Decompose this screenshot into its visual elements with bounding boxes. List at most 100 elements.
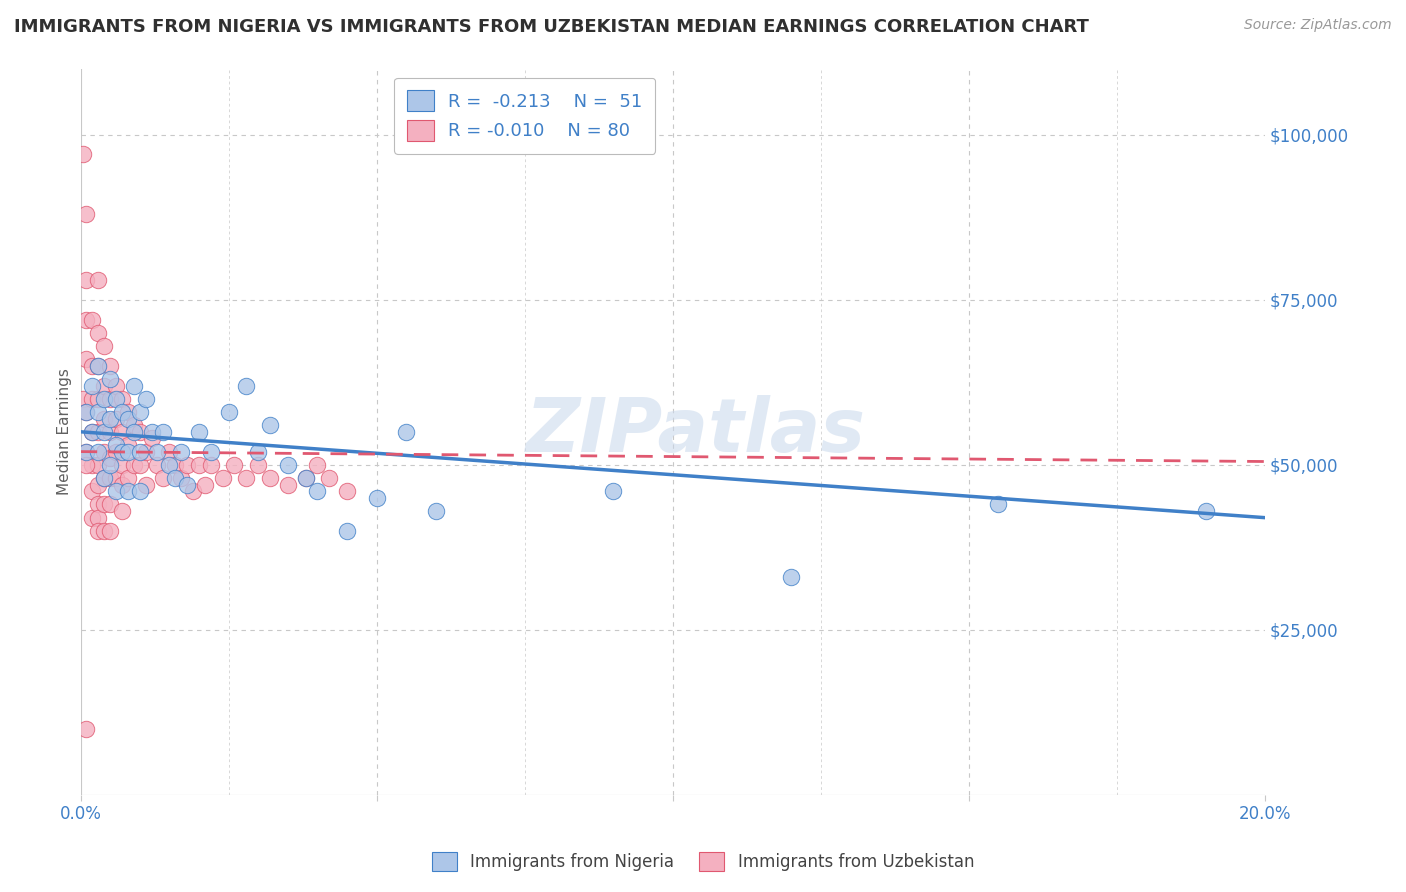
Point [98,425,121,439]
Point [87,405,110,419]
Point [194,477,217,491]
Point [176,458,198,472]
Point [318,471,340,485]
Point [87,498,110,512]
Point [247,444,270,458]
Point [75,273,97,287]
Point [152,471,174,485]
Point [128,425,150,439]
Point [72,392,94,406]
Point [98,471,121,485]
Point [181,484,204,499]
Point [93,339,115,353]
Point [93,471,115,485]
Point [98,524,121,538]
Point [247,458,270,472]
Point [117,405,139,419]
Point [111,392,134,406]
Point [75,207,97,221]
Point [117,438,139,452]
Point [165,458,187,472]
Point [780,570,803,584]
Point [82,510,104,524]
Point [224,458,246,472]
Point [111,405,134,419]
Point [277,458,299,472]
Point [105,444,128,458]
Point [170,471,193,485]
Point [146,444,169,458]
Point [395,425,418,439]
Point [200,444,222,458]
Point [187,425,209,439]
Point [157,444,180,458]
Point [211,471,233,485]
Point [122,458,145,472]
Point [75,722,97,736]
Point [87,444,110,458]
Point [87,326,110,340]
Point [98,392,121,406]
Point [93,498,115,512]
Point [128,444,150,458]
Point [176,477,198,491]
Point [135,444,157,458]
Point [72,147,94,161]
Point [82,425,104,439]
Point [111,444,134,458]
Point [87,359,110,373]
Text: IMMIGRANTS FROM NIGERIA VS IMMIGRANTS FROM UZBEKISTAN MEDIAN EARNINGS CORRELATIO: IMMIGRANTS FROM NIGERIA VS IMMIGRANTS FR… [14,18,1088,36]
Point [82,484,104,499]
Point [135,392,157,406]
Point [98,458,121,472]
Point [128,484,150,499]
Point [259,471,281,485]
Point [117,484,139,499]
Point [235,471,257,485]
Point [366,491,388,505]
Point [93,444,115,458]
Point [111,477,134,491]
Point [75,405,97,419]
Legend: Immigrants from Nigeria, Immigrants from Uzbekistan: Immigrants from Nigeria, Immigrants from… [423,843,983,880]
Point [141,425,163,439]
Point [128,405,150,419]
Point [135,477,157,491]
Y-axis label: Median Earnings: Median Earnings [58,368,72,495]
Point [122,425,145,439]
Point [987,498,1010,512]
Point [87,458,110,472]
Text: Source: ZipAtlas.com: Source: ZipAtlas.com [1244,18,1392,32]
Point [105,411,128,425]
Point [152,425,174,439]
Point [111,504,134,518]
Point [87,510,110,524]
Point [82,312,104,326]
Point [336,484,359,499]
Point [87,524,110,538]
Point [235,378,257,392]
Point [98,498,121,512]
Point [200,458,222,472]
Point [277,477,299,491]
Point [122,378,145,392]
Point [87,359,110,373]
Point [98,359,121,373]
Point [93,378,115,392]
Text: ZIPatlas: ZIPatlas [526,395,866,468]
Point [218,405,240,419]
Point [165,471,187,485]
Point [170,444,193,458]
Point [75,352,97,367]
Point [111,425,134,439]
Point [87,425,110,439]
Point [75,405,97,419]
Point [82,392,104,406]
Point [93,392,115,406]
Point [117,411,139,425]
Point [93,425,115,439]
Point [294,471,316,485]
Point [122,418,145,433]
Point [294,471,316,485]
Point [146,458,169,472]
